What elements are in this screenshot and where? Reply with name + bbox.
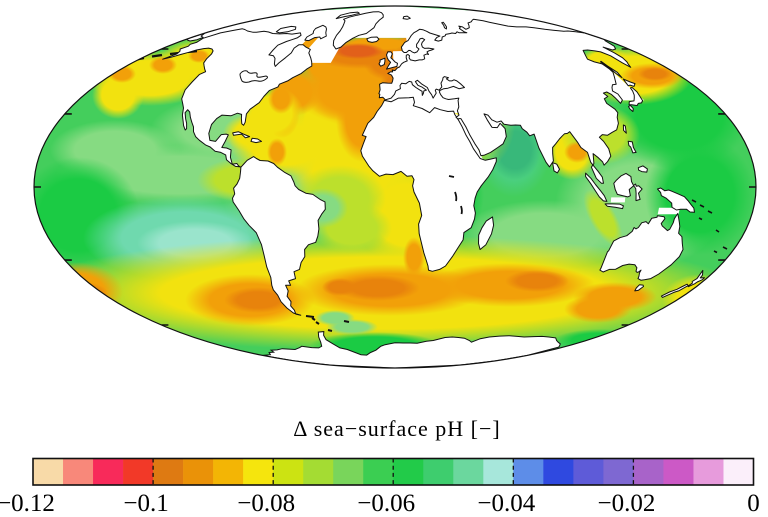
svg-text:−0.02: −0.02 <box>597 490 655 517</box>
svg-text:−0.08: −0.08 <box>237 490 295 517</box>
svg-text:0: 0 <box>747 490 760 517</box>
svg-text:−0.12: −0.12 <box>0 490 55 517</box>
svg-text:−0.1: −0.1 <box>123 490 168 517</box>
svg-text:−0.04: −0.04 <box>477 490 535 517</box>
svg-text:−0.06: −0.06 <box>357 490 415 517</box>
svg-text:Δ sea−surface pH [−]: Δ sea−surface pH [−] <box>293 416 500 441</box>
